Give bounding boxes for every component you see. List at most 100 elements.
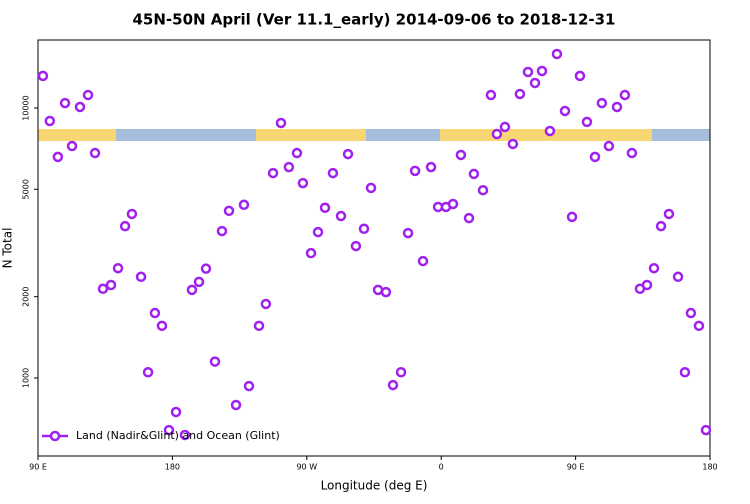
point <box>409 165 421 177</box>
point <box>425 161 437 173</box>
point <box>126 208 138 220</box>
x-axis-label: Longitude (deg E) <box>321 479 428 493</box>
y-axis-label: N Total <box>1 228 15 269</box>
point <box>679 366 691 378</box>
point <box>559 105 571 117</box>
legend-marker <box>49 430 61 442</box>
plot-frame <box>37 39 711 457</box>
point <box>74 101 86 113</box>
point <box>685 307 697 319</box>
point <box>387 379 399 391</box>
point <box>544 125 556 137</box>
land-strip <box>38 129 116 141</box>
point <box>655 220 667 232</box>
point <box>447 198 459 210</box>
point <box>305 247 317 259</box>
point <box>216 225 228 237</box>
point <box>200 263 212 274</box>
point <box>170 406 182 418</box>
x-tick-label: 180 <box>702 463 717 472</box>
point <box>253 320 265 332</box>
point <box>380 286 392 298</box>
point <box>514 88 526 100</box>
x-tick-label: 180 <box>165 463 180 472</box>
point <box>529 77 541 89</box>
point <box>358 223 370 235</box>
x-tick-label: 90 W <box>296 463 317 472</box>
point <box>663 208 675 220</box>
point <box>291 147 303 159</box>
point <box>641 279 653 291</box>
point <box>89 147 101 159</box>
x-tick-label: 0 <box>439 463 444 472</box>
point <box>319 202 331 214</box>
point <box>672 271 684 283</box>
point <box>149 307 161 319</box>
point <box>693 320 705 332</box>
point <box>193 276 205 288</box>
point <box>238 199 250 211</box>
point <box>230 399 242 411</box>
point <box>223 205 235 217</box>
point <box>260 298 272 310</box>
point <box>37 70 49 82</box>
point <box>596 97 608 109</box>
point <box>477 184 489 196</box>
point <box>82 89 94 101</box>
point <box>44 115 56 127</box>
point <box>589 151 601 163</box>
point <box>536 65 548 77</box>
point <box>395 366 407 378</box>
land-strip <box>256 129 366 141</box>
point <box>135 271 147 283</box>
x-tick-label: 90 E <box>567 463 585 472</box>
y-tick-label: 5000 <box>22 179 31 199</box>
point <box>499 121 511 133</box>
point <box>551 48 563 60</box>
x-tick-label: 90 E <box>29 463 47 472</box>
point <box>112 262 124 274</box>
point <box>209 356 221 367</box>
point <box>463 212 475 224</box>
point <box>468 168 480 180</box>
point <box>283 161 295 173</box>
point <box>243 380 255 392</box>
point <box>581 116 593 128</box>
point <box>619 89 631 101</box>
point <box>179 429 191 441</box>
point <box>365 182 377 194</box>
point <box>119 220 131 232</box>
point <box>52 151 64 163</box>
point <box>342 148 354 160</box>
point <box>335 210 347 222</box>
point <box>105 279 117 291</box>
point <box>156 320 168 332</box>
legend-label: Land (Nadir&Glint) and Ocean (Glint) <box>76 429 280 442</box>
point <box>59 97 71 109</box>
point <box>603 140 615 152</box>
point <box>402 227 414 239</box>
point <box>66 140 78 152</box>
point <box>566 211 578 223</box>
point <box>327 167 339 179</box>
point <box>417 255 429 267</box>
point <box>142 366 154 378</box>
point <box>97 283 109 295</box>
y-tick-label: 2000 <box>22 287 31 307</box>
point <box>626 147 638 159</box>
point <box>491 128 503 140</box>
point <box>648 262 660 274</box>
point <box>611 101 623 113</box>
chart-title: 45N-50N April (Ver 11.1_early) 2014-09-0… <box>132 11 615 29</box>
point <box>275 117 287 129</box>
point <box>186 284 198 296</box>
point <box>312 226 324 238</box>
map-strip <box>38 129 710 141</box>
y-tick-label: 10000 <box>22 95 31 120</box>
y-tick-label: 1000 <box>22 368 31 388</box>
point <box>522 66 534 78</box>
point <box>507 138 519 150</box>
point <box>574 70 586 82</box>
point <box>350 240 362 252</box>
